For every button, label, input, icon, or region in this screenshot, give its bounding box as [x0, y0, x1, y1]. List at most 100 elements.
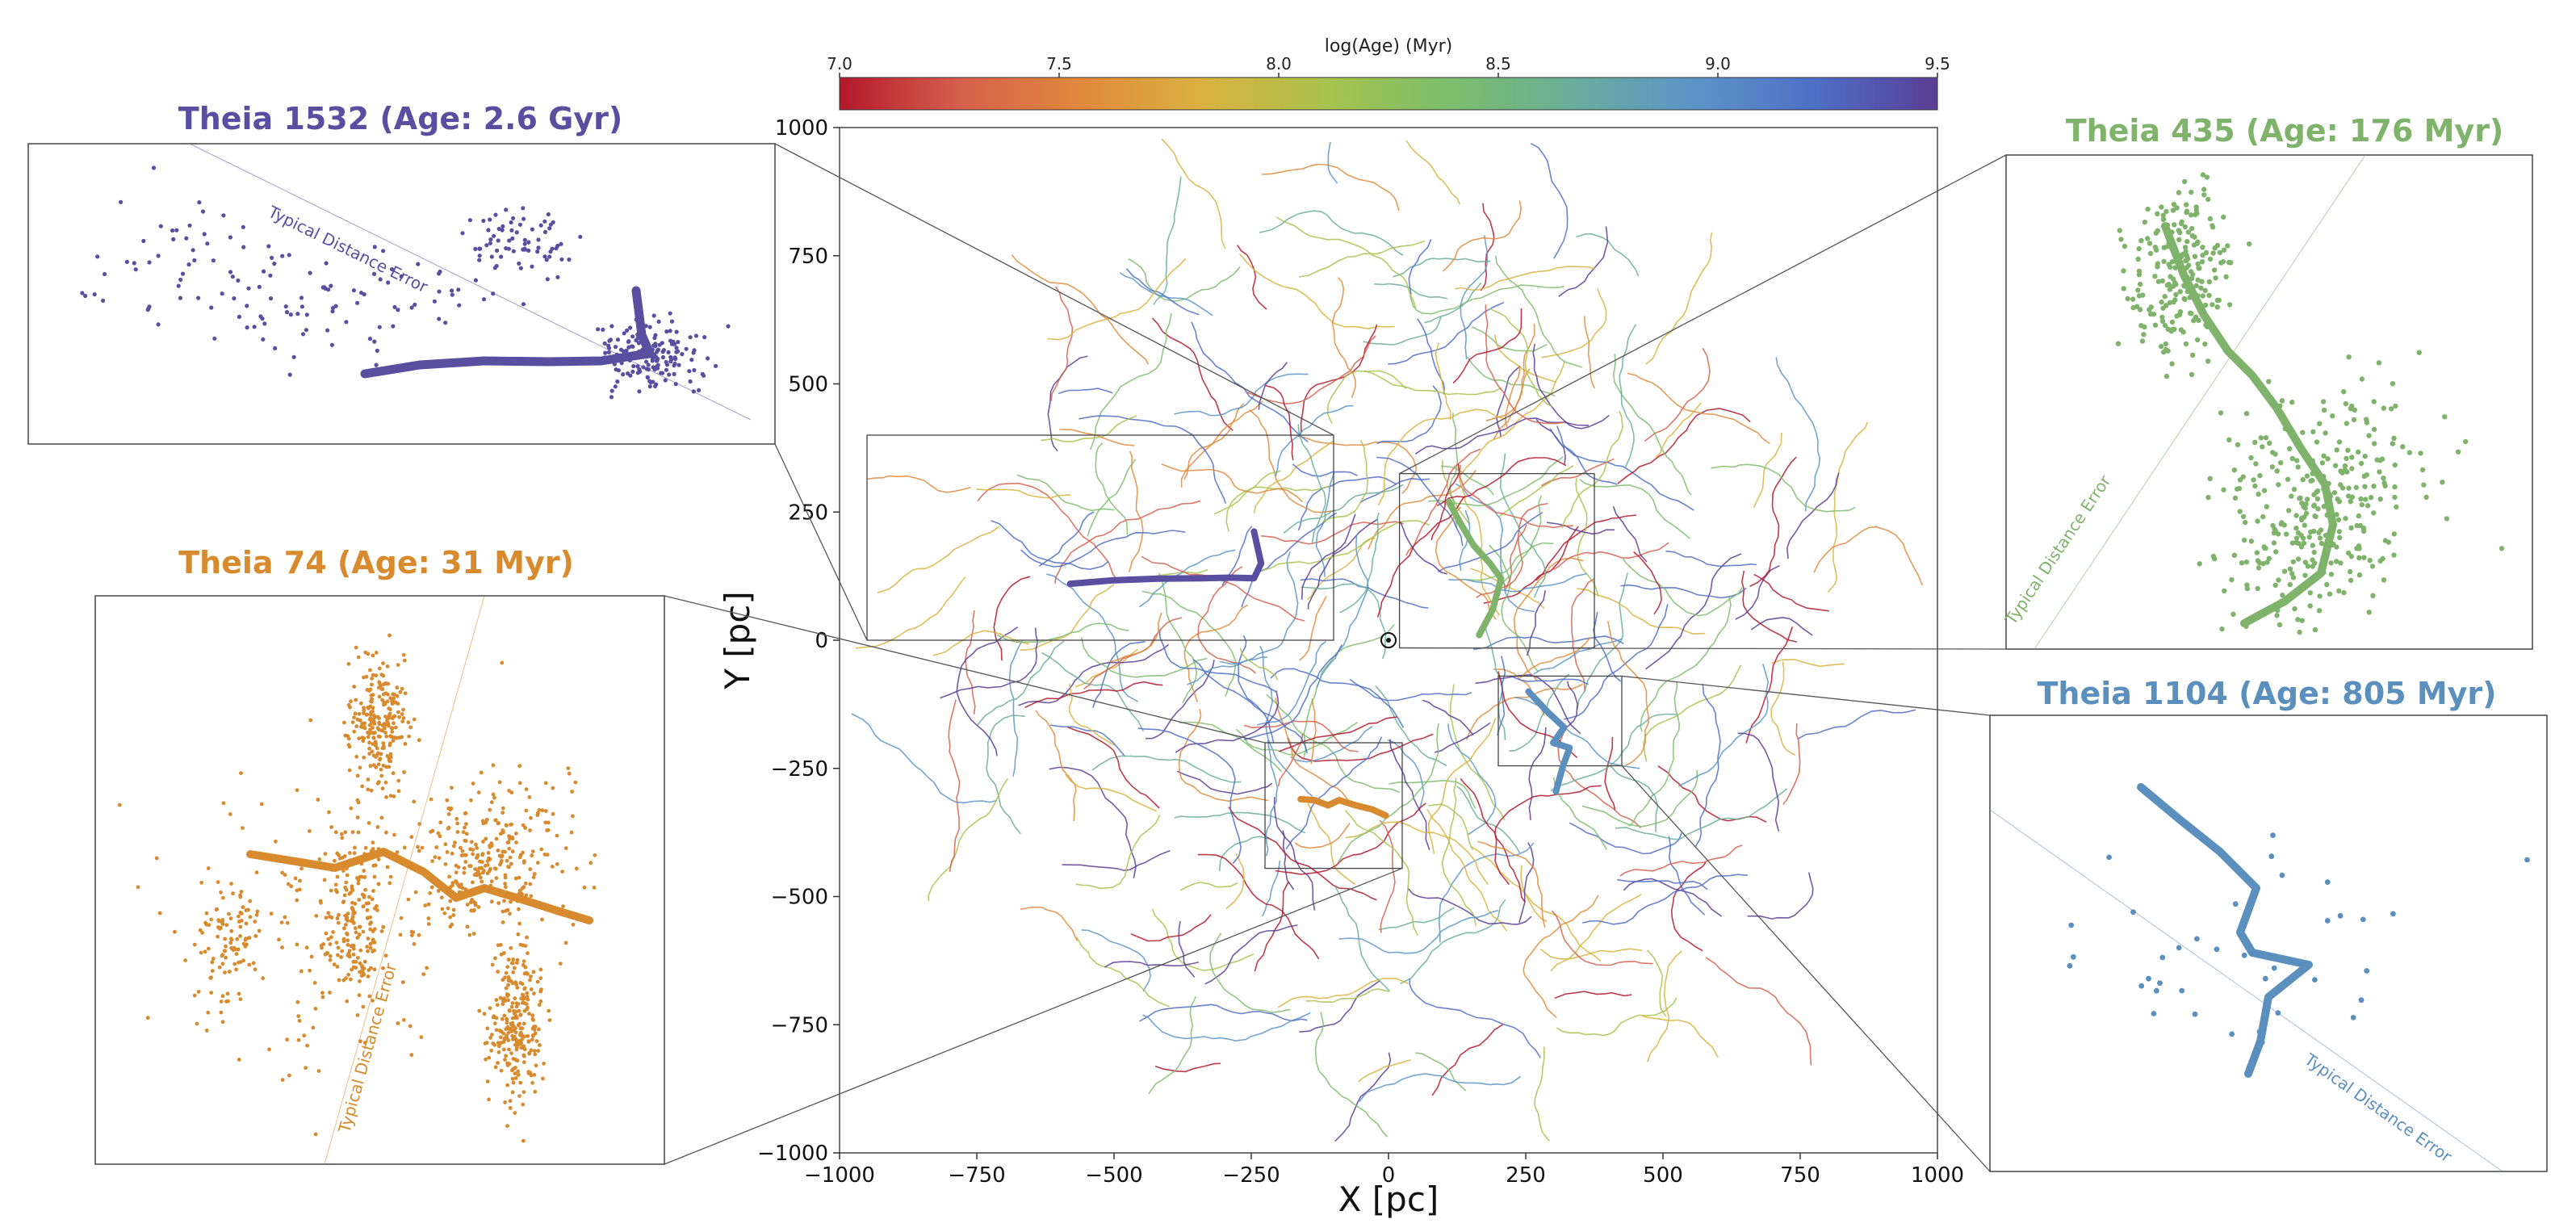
member-point: [132, 261, 136, 266]
member-point: [2205, 494, 2211, 501]
member-point: [2328, 572, 2335, 577]
member-point: [270, 255, 274, 260]
member-point: [2189, 371, 2195, 378]
member-point: [2302, 572, 2308, 578]
member-point: [508, 1106, 513, 1110]
background-string: [1290, 726, 1373, 763]
member-point: [2319, 460, 2326, 466]
member-point: [574, 866, 579, 871]
member-point: [325, 951, 329, 956]
member-point: [344, 916, 349, 921]
member-point: [353, 711, 358, 716]
member-point: [2358, 496, 2364, 502]
member-point: [536, 245, 541, 250]
member-point: [2176, 237, 2182, 243]
member-point: [664, 329, 669, 334]
member-point: [531, 1033, 535, 1037]
member-point: [499, 1068, 504, 1073]
member-point: [2185, 229, 2192, 235]
member-point: [228, 970, 232, 974]
member-point: [501, 224, 505, 228]
background-string: [1488, 544, 1539, 672]
background-string: [1472, 326, 1548, 352]
member-point: [2201, 186, 2207, 192]
member-point: [356, 800, 361, 805]
member-point: [311, 1025, 316, 1030]
member-point: [493, 956, 497, 961]
member-point: [2262, 545, 2268, 551]
member-point: [268, 296, 274, 301]
background-string: [1456, 786, 1521, 853]
member-point: [551, 786, 555, 790]
member-point: [391, 324, 396, 329]
member-point: [259, 802, 264, 807]
background-string: [1219, 551, 1299, 665]
member-point: [295, 999, 300, 1004]
member-point: [530, 1080, 534, 1085]
member-point: [2136, 245, 2142, 252]
member-point: [486, 228, 491, 233]
member-point: [238, 895, 243, 899]
member-point: [532, 1073, 537, 1077]
member-point: [510, 1090, 515, 1095]
member-point: [2169, 319, 2176, 325]
member-point: [375, 903, 379, 908]
background-string: [1615, 788, 1788, 840]
member-point: [477, 258, 482, 262]
background-string: [1665, 551, 1757, 568]
member-point: [401, 1018, 406, 1022]
member-point: [530, 1037, 534, 1042]
member-point: [304, 328, 308, 333]
member-point: [2154, 247, 2159, 253]
member-point: [511, 216, 516, 220]
member-point: [467, 932, 472, 937]
member-point: [2371, 484, 2377, 489]
member-point: [358, 924, 362, 929]
member-point: [229, 882, 233, 886]
member-point: [356, 655, 361, 660]
background-string: [1151, 908, 1254, 971]
member-point: [523, 881, 528, 886]
background-string: [1496, 365, 1521, 438]
member-point: [367, 740, 371, 745]
member-point: [343, 830, 348, 835]
member-point: [381, 673, 386, 678]
member-point: [95, 254, 100, 259]
background-string: [1393, 258, 1491, 278]
member-point: [2346, 550, 2352, 556]
member-point: [192, 942, 197, 947]
member-point: [372, 940, 377, 945]
member-point: [2167, 300, 2173, 305]
colorbar-tick-label: 7.0: [827, 54, 852, 73]
member-point: [2371, 510, 2377, 516]
member-point: [528, 828, 532, 832]
member-point: [371, 840, 375, 845]
background-string: [1307, 802, 1356, 886]
member-point: [480, 852, 485, 856]
background-string: [1065, 773, 1158, 812]
member-point: [613, 345, 618, 350]
background-string: [1180, 400, 1263, 488]
member-point: [502, 1013, 507, 1018]
member-point: [2230, 611, 2236, 617]
member-point: [2345, 447, 2351, 453]
background-string: [1620, 584, 1747, 599]
member-point: [429, 797, 434, 802]
member-point: [446, 812, 451, 816]
member-point: [518, 266, 523, 270]
member-point: [352, 715, 356, 720]
spine-line: [246, 848, 593, 924]
member-point: [351, 288, 356, 293]
background-string: [1579, 479, 1691, 540]
colorbar-ticks: 7.0 7.5 8.0 8.5 9.0 9.5: [827, 54, 1950, 78]
member-point: [366, 735, 371, 740]
member-point: [2391, 552, 2397, 558]
member-point: [332, 962, 337, 966]
member-point: [434, 845, 439, 849]
background-string: [991, 520, 1109, 571]
member-point: [146, 306, 151, 311]
member-point: [221, 213, 226, 218]
member-point: [461, 830, 466, 834]
member-point: [371, 726, 375, 730]
background-string: [1441, 777, 1477, 927]
